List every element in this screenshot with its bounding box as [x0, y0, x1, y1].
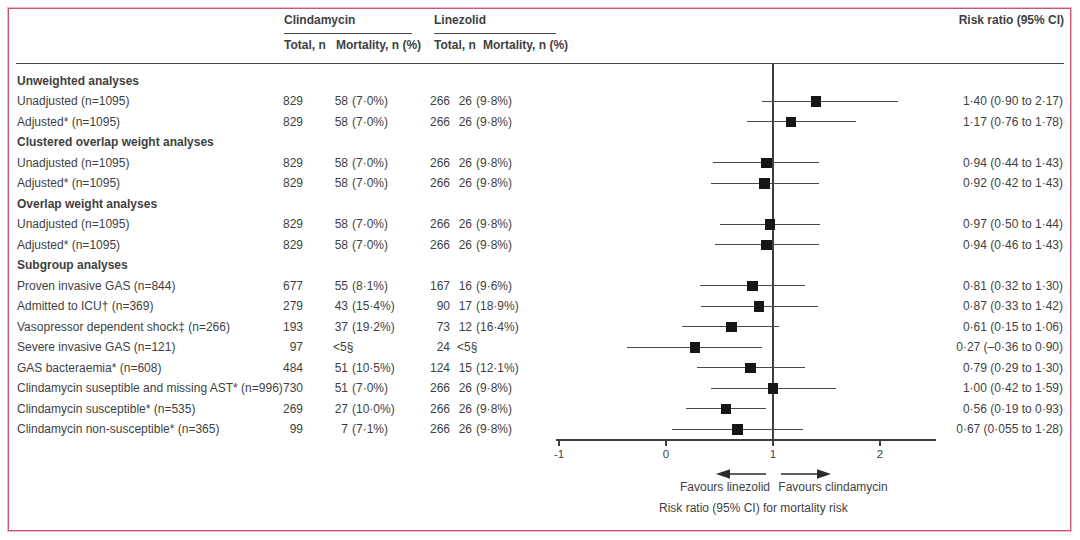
- point-estimate-marker: [759, 178, 770, 189]
- point-estimate-marker: [721, 404, 732, 415]
- forest-plot-area: -1 0 1 2: [0, 0, 1080, 540]
- x-axis-tick-label: -1: [544, 448, 574, 460]
- point-estimate-marker: [745, 363, 756, 374]
- forest-plot-figure: Clindamycin Total, n Mortality, n (%) Li…: [0, 0, 1080, 540]
- point-estimate-marker: [811, 96, 822, 107]
- point-estimate-marker: [726, 322, 737, 333]
- point-estimate-marker: [732, 424, 743, 435]
- x-axis-tick: [558, 441, 559, 446]
- x-axis-tick-label: 0: [651, 448, 681, 460]
- point-estimate-marker: [761, 240, 772, 251]
- x-axis-tick-label: 2: [865, 448, 895, 460]
- point-estimate-marker: [786, 117, 797, 128]
- point-estimate-marker: [690, 342, 701, 353]
- x-axis-tick: [772, 441, 773, 446]
- point-estimate-marker: [754, 301, 765, 312]
- confidence-interval-line: [762, 101, 898, 102]
- x-axis-tick-label: 1: [758, 448, 788, 460]
- point-estimate-marker: [761, 158, 772, 169]
- favours-clindamycin-label: Favours clindamycin: [758, 480, 908, 494]
- favours-right-arrow-icon: [779, 468, 833, 480]
- confidence-interval-line: [747, 121, 856, 122]
- x-axis-tick: [879, 441, 880, 446]
- point-estimate-marker: [747, 281, 758, 292]
- point-estimate-marker: [765, 219, 776, 230]
- point-estimate-marker: [768, 383, 779, 394]
- x-axis-tick: [665, 441, 666, 446]
- x-axis-caption: Risk ratio (95% CI) for mortality risk: [659, 501, 848, 515]
- favours-left-arrow-icon: [714, 468, 768, 480]
